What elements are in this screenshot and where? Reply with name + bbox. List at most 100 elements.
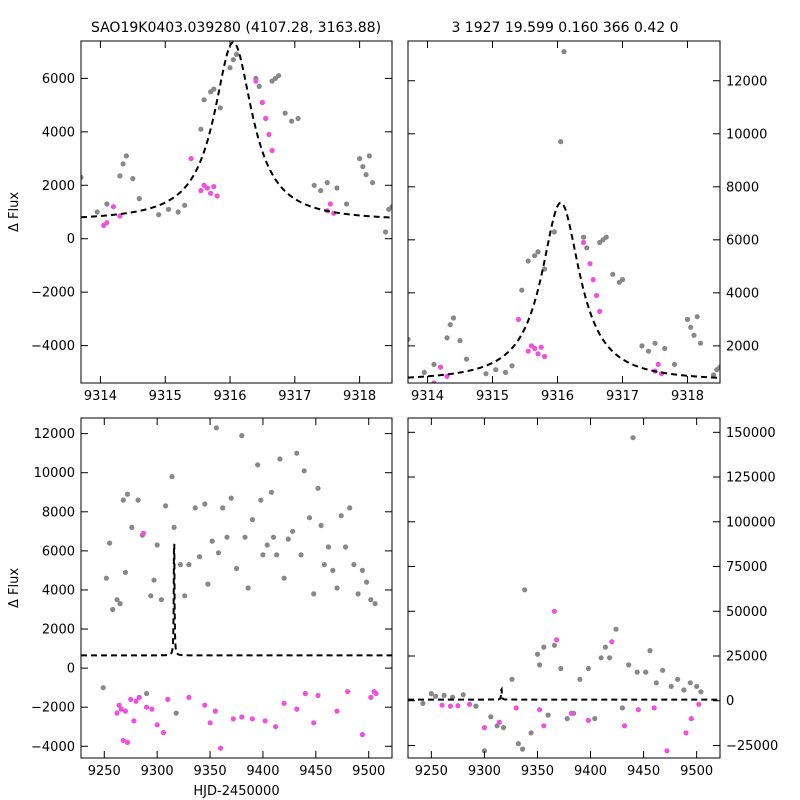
gray-point bbox=[249, 517, 255, 523]
gray-point bbox=[473, 703, 479, 709]
magenta-point bbox=[211, 184, 217, 190]
gray-point bbox=[122, 569, 128, 576]
plot-area bbox=[81, 41, 392, 235]
gray-point bbox=[94, 209, 100, 215]
y-tick-label: 2000 bbox=[726, 339, 759, 354]
magenta-point bbox=[664, 748, 670, 754]
x-tick-label: 9500 bbox=[352, 764, 385, 779]
magenta-point bbox=[327, 201, 333, 207]
y-tick-label: 8000 bbox=[726, 180, 759, 195]
gray-point bbox=[182, 202, 188, 208]
gray-point bbox=[177, 562, 183, 568]
magenta-point bbox=[467, 701, 473, 707]
magenta-point bbox=[621, 723, 628, 729]
gray-point bbox=[260, 552, 266, 558]
magenta-point bbox=[249, 716, 255, 722]
gray-point bbox=[228, 495, 234, 501]
gray-point bbox=[117, 173, 123, 179]
magenta-point bbox=[136, 694, 142, 701]
gray-point bbox=[420, 700, 426, 707]
gray-point bbox=[522, 587, 528, 593]
y-tick-label: 12000 bbox=[34, 427, 75, 442]
y-tick-label: 6000 bbox=[726, 233, 759, 248]
gray-point bbox=[258, 497, 264, 503]
y-tick-label: 4000 bbox=[42, 583, 75, 598]
magenta-point bbox=[688, 716, 694, 722]
y-tick-label: 4000 bbox=[726, 286, 759, 301]
gray-point bbox=[355, 591, 361, 597]
gray-point bbox=[196, 554, 203, 560]
gray-point bbox=[607, 655, 613, 661]
gray-point bbox=[338, 513, 344, 519]
gray-point bbox=[268, 489, 274, 495]
y-tick-label: 0 bbox=[67, 662, 75, 677]
gray-point bbox=[285, 536, 291, 542]
gray-point bbox=[276, 73, 282, 79]
magenta-point bbox=[334, 708, 340, 714]
magenta-point bbox=[568, 710, 575, 716]
magenta-point bbox=[208, 190, 214, 196]
gray-point bbox=[433, 693, 439, 699]
gray-point bbox=[431, 361, 437, 367]
gray-point bbox=[421, 369, 427, 375]
gray-point bbox=[209, 538, 215, 544]
magenta-point bbox=[239, 714, 245, 720]
magenta-point bbox=[532, 345, 538, 352]
gray-point bbox=[372, 601, 378, 607]
gray-point bbox=[668, 683, 674, 690]
panels-group: 9314 9315 9316 9317 9318 −4000 −2000 0 2000 4000 6… bbox=[7, 40, 778, 799]
magenta-point bbox=[428, 383, 433, 388]
gray-point bbox=[408, 336, 411, 342]
gray-point bbox=[662, 345, 668, 352]
gray-point bbox=[509, 676, 515, 682]
magenta-point bbox=[537, 707, 543, 713]
y-tick-label: 50000 bbox=[726, 605, 767, 620]
magenta-point bbox=[651, 705, 657, 711]
gray-point bbox=[630, 435, 636, 441]
gray-point bbox=[613, 626, 619, 632]
magenta-point bbox=[281, 700, 287, 706]
gray-point bbox=[233, 565, 240, 572]
gray-point bbox=[525, 258, 531, 264]
gray-point bbox=[520, 746, 526, 752]
magenta-point bbox=[202, 702, 208, 708]
gray-point bbox=[537, 662, 543, 668]
gray-point bbox=[364, 579, 370, 585]
magenta-point bbox=[525, 348, 531, 354]
magenta-point bbox=[541, 723, 547, 729]
gray-point bbox=[710, 372, 717, 378]
gray-point bbox=[488, 714, 494, 720]
gray-point bbox=[198, 126, 204, 132]
gray-point bbox=[493, 367, 499, 373]
magenta-point bbox=[212, 708, 218, 714]
gray-point bbox=[233, 51, 240, 58]
gray-point bbox=[634, 669, 640, 675]
gray-point bbox=[192, 505, 198, 511]
gray-point bbox=[652, 340, 658, 346]
x-tick-label: 9450 bbox=[299, 764, 332, 779]
gray-point bbox=[81, 174, 84, 180]
magenta-point bbox=[515, 316, 522, 322]
y-tick-label: 6000 bbox=[42, 544, 75, 559]
gray-point bbox=[202, 501, 208, 507]
axes-frame bbox=[407, 417, 721, 759]
x-tick-label: 9317 bbox=[278, 389, 311, 404]
magenta-point bbox=[315, 692, 321, 699]
gray-point bbox=[619, 277, 626, 283]
magenta-point bbox=[597, 308, 603, 314]
gray-point bbox=[103, 575, 109, 581]
magenta-point bbox=[207, 720, 213, 726]
y-tick-label: −4000 bbox=[31, 740, 75, 755]
plot-area bbox=[408, 435, 720, 754]
magenta-point bbox=[124, 739, 131, 746]
y-tick-label: −25000 bbox=[726, 739, 778, 754]
gray-point bbox=[144, 690, 150, 697]
magenta-point bbox=[447, 703, 453, 709]
magenta-point bbox=[218, 745, 224, 751]
gray-point bbox=[201, 97, 207, 103]
gray-point bbox=[324, 180, 330, 186]
x-tick-label: 9500 bbox=[680, 764, 713, 779]
gray-point bbox=[687, 680, 693, 686]
magenta-point bbox=[696, 701, 702, 707]
gray-point bbox=[653, 680, 659, 686]
